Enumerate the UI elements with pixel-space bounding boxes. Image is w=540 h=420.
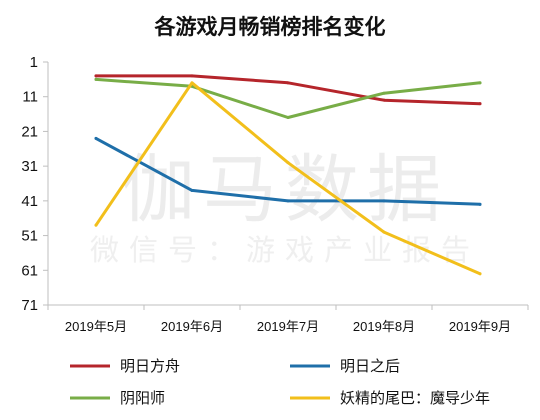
x-tick-label: 2019年8月	[353, 319, 415, 334]
y-tick-label: 51	[21, 228, 38, 245]
series-layer	[94, 74, 482, 276]
legend-label: 明日方舟	[120, 358, 180, 375]
data-point	[382, 230, 386, 234]
data-point	[478, 202, 482, 206]
data-point	[286, 161, 290, 165]
y-tick-label: 1	[30, 54, 38, 71]
chart-title: 各游戏月畅销榜排名变化	[154, 15, 386, 39]
x-tick-label: 2019年7月	[257, 319, 319, 334]
data-point	[382, 98, 386, 102]
x-tick-label: 2019年5月	[65, 319, 127, 334]
data-point	[94, 223, 98, 227]
y-tick-label: 71	[21, 297, 38, 314]
data-point	[94, 136, 98, 140]
watermark-main: 伽马数据	[121, 148, 449, 231]
series-line	[94, 77, 482, 119]
data-point	[190, 188, 194, 192]
data-point	[190, 81, 194, 85]
y-tick-label: 31	[21, 158, 38, 175]
data-point	[478, 81, 482, 85]
data-point	[382, 91, 386, 95]
data-point	[286, 116, 290, 120]
watermark-sub: 微信号：游戏产业报告	[90, 234, 480, 267]
legend-label: 妖精的尾巴：魔导少年	[340, 390, 490, 407]
y-tick-label: 11	[22, 89, 38, 106]
data-point	[478, 102, 482, 106]
x-tick-label: 2019年6月	[161, 319, 223, 334]
data-point	[286, 199, 290, 203]
legend-label: 明日之后	[340, 358, 400, 375]
data-point	[190, 74, 194, 78]
y-tick-label: 61	[21, 262, 38, 279]
data-point	[94, 74, 98, 78]
x-tick-label: 2019年9月	[449, 319, 511, 334]
watermark: 伽马数据 微信号：游戏产业报告	[90, 148, 480, 267]
data-point	[286, 81, 290, 85]
data-point	[478, 272, 482, 276]
data-point	[94, 77, 98, 81]
y-tick-label: 41	[21, 193, 38, 210]
y-tick-label: 21	[21, 123, 38, 140]
legend-label: 阴阳师	[120, 390, 165, 407]
data-point	[382, 199, 386, 203]
